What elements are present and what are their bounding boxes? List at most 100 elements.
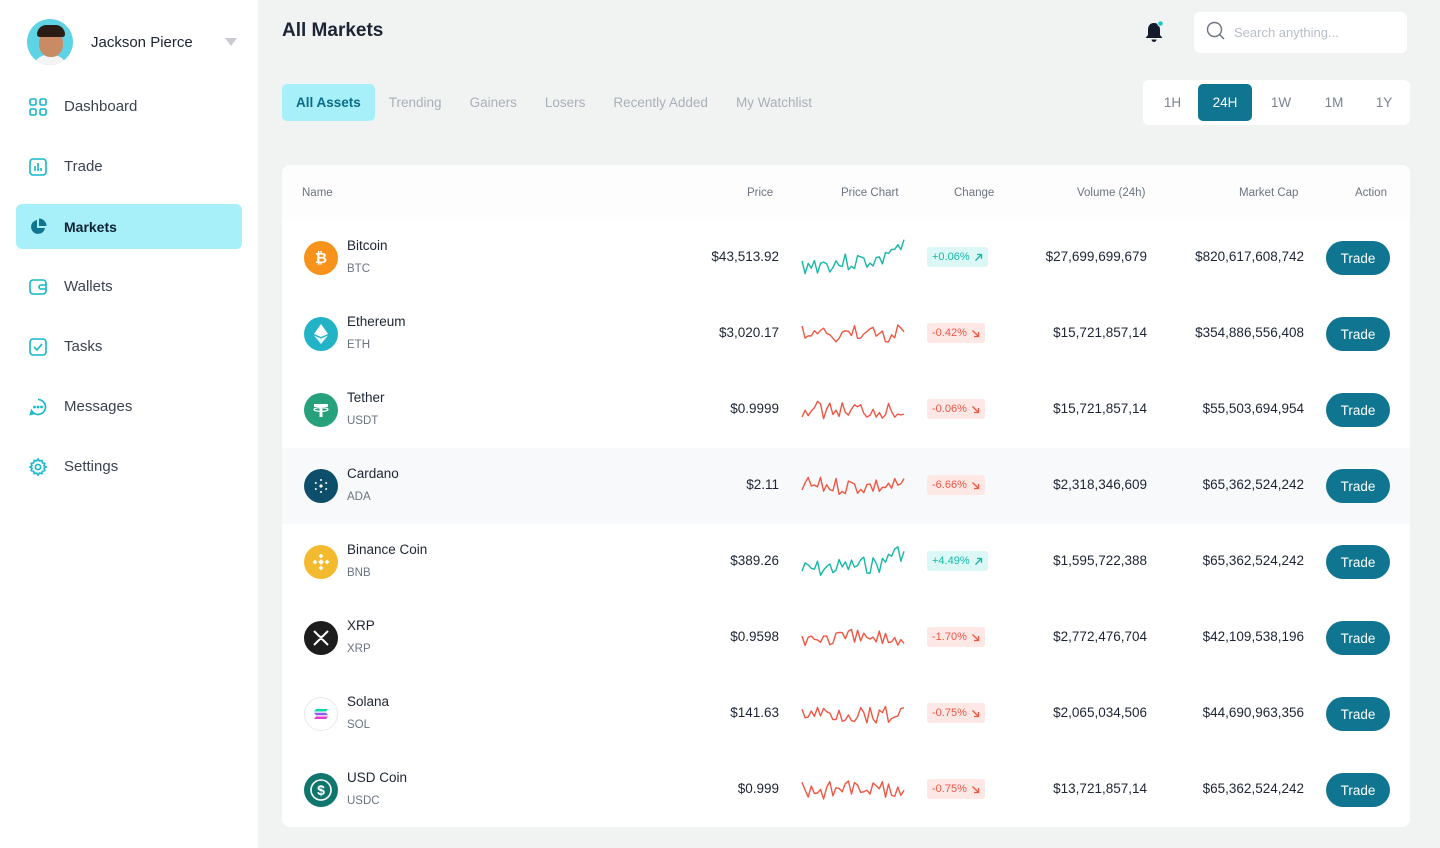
- table-row[interactable]: ₿ Bitcoin BTC $43,513.92 +0.06% $27,699,699,6…: [282, 220, 1410, 296]
- coin-market-cap: $44,690,963,356: [1202, 705, 1304, 720]
- change-badge: -1.70%: [927, 627, 985, 647]
- coin-symbol: ETH: [347, 339, 370, 351]
- table-row[interactable]: XRP XRP $0.9598 -1.70% $2,772,476,704 $42,109…: [282, 600, 1410, 676]
- sidebar-item-messages[interactable]: Messages: [16, 384, 242, 429]
- chevron-down-icon[interactable]: [225, 38, 237, 46]
- coin-volume: $27,699,699,679: [1045, 249, 1147, 264]
- avatar: [27, 19, 73, 65]
- table-row[interactable]: $ USD Coin USDC $0.999 -0.75% $13,721,857,14 $…: [282, 752, 1410, 827]
- coin-market-cap: $354,886,556,408: [1195, 325, 1304, 340]
- trade-button[interactable]: Trade: [1326, 393, 1390, 427]
- coin-price: $389.26: [730, 553, 779, 568]
- bitcoin-icon: ₿: [304, 241, 338, 275]
- tab-my-watchlist[interactable]: My Watchlist: [735, 95, 812, 110]
- sidebar-item-label: Messages: [64, 398, 133, 415]
- coin-volume: $2,772,476,704: [1053, 629, 1147, 644]
- timeframe-1h[interactable]: 1H: [1163, 95, 1182, 110]
- coin-market-cap: $820,617,608,742: [1195, 249, 1304, 264]
- sparkline-chart: [801, 546, 905, 577]
- trade-button[interactable]: Trade: [1326, 545, 1390, 579]
- ethereum-icon: [304, 317, 338, 351]
- change-badge: -0.75%: [927, 779, 985, 799]
- timeframe-1w[interactable]: 1W: [1270, 95, 1292, 110]
- coin-market-cap: $65,362,524,242: [1202, 477, 1304, 492]
- sparkline-chart: [801, 628, 905, 647]
- usd-coin-icon: $: [304, 773, 338, 807]
- sidebar-item-dashboard[interactable]: Dashboard: [16, 84, 242, 129]
- change-badge: -0.42%: [927, 323, 985, 343]
- timeframe-selector: 1H 24H 1W 1M 1Y: [1143, 80, 1410, 125]
- coin-name: XRP: [347, 618, 375, 633]
- chat-icon: [28, 397, 48, 417]
- trade-button[interactable]: Trade: [1326, 621, 1390, 655]
- change-value: -0.75%: [932, 707, 967, 719]
- table-row[interactable]: Solana SOL $141.63 -0.75% $2,065,034,506 $44,…: [282, 676, 1410, 752]
- coin-market-cap: $42,109,538,196: [1202, 629, 1304, 644]
- coin-price: $0.999: [737, 781, 779, 796]
- arrow-up-right-icon: [970, 557, 983, 566]
- sidebar-item-tasks[interactable]: Tasks: [16, 324, 242, 369]
- coin-volume: $2,318,346,609: [1053, 477, 1147, 492]
- timeframe-1m[interactable]: 1M: [1324, 95, 1344, 110]
- bar-chart-icon: [28, 157, 48, 177]
- arrow-down-right-icon: [967, 329, 980, 338]
- coin-name: USD Coin: [347, 770, 408, 785]
- sidebar-item-markets[interactable]: Markets: [16, 204, 242, 249]
- coin-price: $3,020.17: [718, 325, 779, 340]
- sidebar-item-settings[interactable]: Settings: [16, 444, 242, 489]
- search-box[interactable]: [1194, 12, 1407, 53]
- search-input[interactable]: [1234, 25, 1394, 40]
- timeframe-24h[interactable]: 24H: [1198, 84, 1252, 121]
- cardano-icon: [304, 469, 338, 503]
- sparkline-chart: [801, 780, 905, 800]
- table-row[interactable]: Cardano ADA $2.11 -6.66% $2,318,346,609 $65,3…: [282, 448, 1410, 524]
- table-row[interactable]: Tether USDT $0.9999 -0.06% $15,721,857,14 $55…: [282, 372, 1410, 448]
- coin-volume: $15,721,857,14: [1053, 401, 1147, 416]
- sparkline-chart: [801, 476, 905, 496]
- sidebar-item-trade[interactable]: Trade: [16, 144, 242, 189]
- change-badge: -6.66%: [927, 475, 985, 495]
- tab-trending[interactable]: Trending: [388, 95, 442, 110]
- tab-gainers[interactable]: Gainers: [469, 95, 517, 110]
- column-price-chart: Price Chart: [841, 187, 899, 199]
- coin-market-cap: $55,503,694,954: [1202, 401, 1304, 416]
- bell-icon[interactable]: [1143, 20, 1165, 44]
- coin-symbol: SOL: [347, 719, 371, 731]
- solana-icon: [304, 697, 338, 731]
- timeframe-1y[interactable]: 1Y: [1375, 95, 1393, 110]
- user-profile[interactable]: Jackson Pierce: [27, 19, 237, 65]
- sparkline-chart: [801, 324, 905, 343]
- trade-button[interactable]: Trade: [1326, 697, 1390, 731]
- tab-all-assets[interactable]: All Assets: [282, 84, 375, 121]
- coin-name: Bitcoin: [347, 238, 388, 253]
- sidebar-item-wallets[interactable]: Wallets: [16, 264, 242, 309]
- column-action: Action: [1355, 187, 1387, 199]
- table-row[interactable]: Ethereum ETH $3,020.17 -0.42% $15,721,857,14…: [282, 296, 1410, 372]
- trade-button[interactable]: Trade: [1326, 469, 1390, 503]
- column-volume: Volume (24h): [1077, 187, 1146, 199]
- tab-losers[interactable]: Losers: [544, 95, 586, 110]
- tab-recently-added[interactable]: Recently Added: [613, 95, 708, 110]
- sidebar-item-label: Dashboard: [64, 98, 138, 115]
- coin-market-cap: $65,362,524,242: [1202, 553, 1304, 568]
- xrp-icon: [304, 621, 338, 655]
- trade-button[interactable]: Trade: [1326, 241, 1390, 275]
- coin-name: Solana: [347, 694, 390, 709]
- table-header: Name Price Price Chart Change Volume (24…: [282, 165, 1410, 220]
- sidebar-item-label: Tasks: [64, 338, 103, 355]
- table-row[interactable]: Binance Coin BNB $389.26 +4.49% $1,595,722,3…: [282, 524, 1410, 600]
- change-badge: -0.75%: [927, 703, 985, 723]
- change-value: +0.06%: [932, 251, 970, 263]
- tether-icon: [304, 393, 338, 427]
- coin-volume: $1,595,722,388: [1053, 553, 1147, 568]
- coin-symbol: BNB: [347, 567, 371, 579]
- sidebar-item-label: Settings: [64, 458, 119, 475]
- change-value: -0.42%: [932, 327, 967, 339]
- trade-button[interactable]: Trade: [1326, 773, 1390, 807]
- coin-volume: $15,721,857,14: [1053, 325, 1147, 340]
- trade-button[interactable]: Trade: [1326, 317, 1390, 351]
- change-value: -1.70%: [932, 631, 967, 643]
- coin-name: Binance Coin: [347, 542, 428, 557]
- coin-volume: $2,065,034,506: [1053, 705, 1147, 720]
- sidebar-item-label: Trade: [64, 158, 103, 175]
